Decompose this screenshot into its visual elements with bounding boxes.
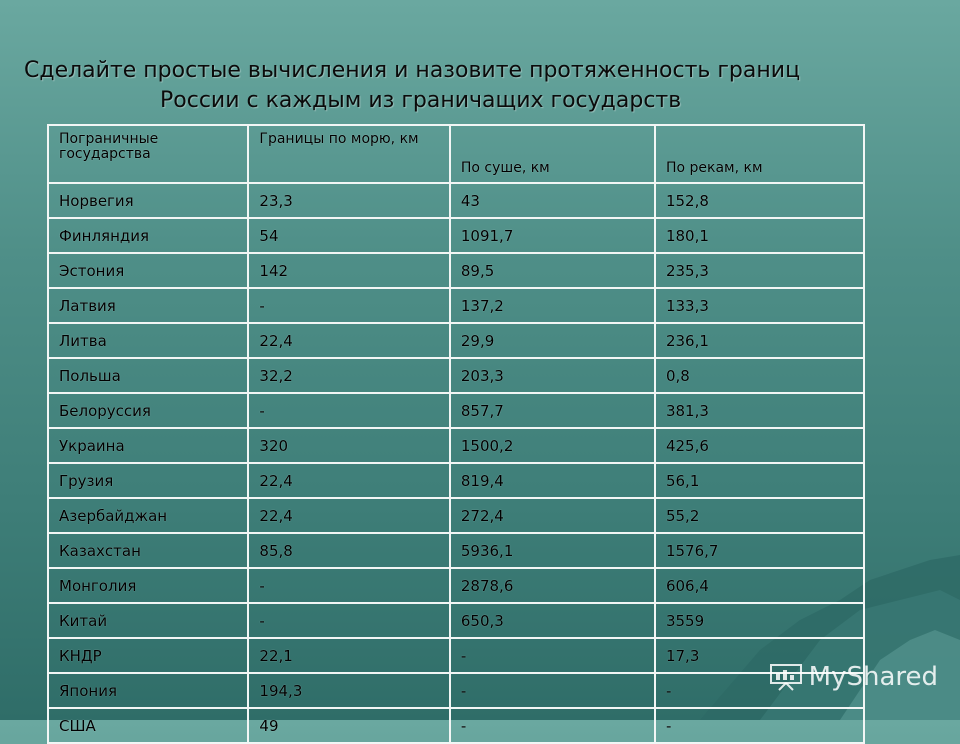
table-row: Эстония 142 89,5 235,3	[46, 252, 866, 289]
country-cell: Эстония	[46, 252, 250, 289]
land-cell: -	[448, 637, 656, 674]
sea-cell: 22,4	[247, 462, 451, 499]
watermark: MyShared	[769, 662, 938, 692]
rivers-cell: 235,3	[653, 252, 866, 289]
sea-cell: 22,4	[247, 497, 451, 534]
table-row: Украина 320 1500,2 425,6	[46, 427, 866, 464]
sea-cell: 194,3	[247, 672, 451, 709]
country-cell: Япония	[46, 672, 250, 709]
sea-cell: 142	[247, 252, 451, 289]
sea-cell: 49	[247, 707, 451, 744]
country-cell: Монголия	[46, 567, 250, 604]
land-cell: 650,3	[448, 602, 656, 639]
table-header-row: Пограничные государства Границы по морю,…	[46, 124, 866, 184]
rivers-cell: 3559	[653, 602, 866, 639]
rivers-cell: 152,8	[653, 182, 866, 219]
land-cell: 819,4	[448, 462, 656, 499]
presentation-icon	[769, 664, 802, 691]
table-body: Норвегия 23,3 43 152,8 Финляндия 54 1091,7 180,…	[46, 182, 866, 744]
land-cell: 203,3	[448, 357, 656, 394]
country-cell: США	[46, 707, 250, 744]
table-row: Грузия 22,4 819,4 56,1	[46, 462, 866, 499]
rivers-cell: 1576,7	[653, 532, 866, 569]
country-cell: КНДР	[46, 637, 250, 674]
country-cell: Казахстан	[46, 532, 250, 569]
sea-cell: 22,4	[247, 322, 451, 359]
rivers-cell: 133,3	[653, 287, 866, 324]
table-row: Китай -650,3 3559	[46, 602, 866, 639]
sea-cell: 22,1	[247, 637, 451, 674]
country-cell: Украина	[46, 427, 250, 464]
borders-table: Пограничные государства Границы по морю,…	[46, 124, 866, 744]
rivers-cell: 236,1	[653, 322, 866, 359]
country-cell: Финляндия	[46, 217, 250, 254]
table-row: Монголия -2878,6 606,4	[46, 567, 866, 604]
rivers-cell: -	[653, 707, 866, 744]
land-cell: 89,5	[448, 252, 656, 289]
table-row: КНДР 22,1-17,3	[46, 637, 866, 674]
country-cell: Грузия	[46, 462, 250, 499]
sea-cell: -	[247, 287, 451, 324]
rivers-cell: 381,3	[653, 392, 866, 429]
land-cell: 137,2	[448, 287, 656, 324]
land-cell: 29,9	[448, 322, 656, 359]
sea-cell: -	[247, 392, 451, 429]
country-cell: Китай	[46, 602, 250, 639]
country-cell: Азербайджан	[46, 497, 250, 534]
header-rivers: По рекам, км	[653, 124, 866, 184]
table-row: Норвегия 23,3 43 152,8	[46, 182, 866, 219]
rivers-cell: 425,6	[653, 427, 866, 464]
rivers-cell: 606,4	[653, 567, 866, 604]
rivers-cell: 180,1	[653, 217, 866, 254]
header-sea: Границы по морю, км	[247, 124, 451, 184]
sea-cell: 320	[247, 427, 451, 464]
country-cell: Латвия	[46, 287, 250, 324]
country-cell: Литва	[46, 322, 250, 359]
land-cell: 272,4	[448, 497, 656, 534]
rivers-cell: -	[653, 672, 866, 709]
table-row: Латвия -137,2 133,3	[46, 287, 866, 324]
header-country: Пограничные государства	[46, 124, 250, 184]
table-row: Финляндия 54 1091,7 180,1	[46, 217, 866, 254]
country-cell: Норвегия	[46, 182, 250, 219]
table-row: Литва 22,4 29,9 236,1	[46, 322, 866, 359]
table-row: Белоруссия -857,7 381,3	[46, 392, 866, 429]
land-cell: 1091,7	[448, 217, 656, 254]
land-cell: 2878,6	[448, 567, 656, 604]
country-cell: Польша	[46, 357, 250, 394]
rivers-cell: 55,2	[653, 497, 866, 534]
country-cell: Белоруссия	[46, 392, 250, 429]
sea-cell: -	[247, 602, 451, 639]
sea-cell: 23,3	[247, 182, 451, 219]
watermark-text: MyShared	[808, 662, 938, 692]
table-row: Япония 194,3- -	[46, 672, 866, 709]
header-land: По суше, км	[448, 124, 656, 184]
rivers-cell: 56,1	[653, 462, 866, 499]
table-row: США 49- -	[46, 707, 866, 744]
land-cell: 857,7	[448, 392, 656, 429]
table-row: Польша 32,2 203,3 0,8	[46, 357, 866, 394]
sea-cell: 32,2	[247, 357, 451, 394]
land-cell: -	[448, 672, 656, 709]
slide: Сделайте простые вычисления и назовите п…	[20, 56, 960, 744]
land-cell: 5936,1	[448, 532, 656, 569]
land-cell: 43	[448, 182, 656, 219]
rivers-cell: 17,3	[653, 637, 866, 674]
sea-cell: 54	[247, 217, 451, 254]
sea-cell: -	[247, 567, 451, 604]
rivers-cell: 0,8	[653, 357, 866, 394]
table-row: Казахстан 85,8 5936,1 1576,7	[46, 532, 866, 569]
title-line-1: Сделайте простые вычисления и назовите п…	[24, 58, 801, 83]
slide-title: Сделайте простые вычисления и назовите п…	[20, 56, 920, 116]
land-cell: -	[448, 707, 656, 744]
land-cell: 1500,2	[448, 427, 656, 464]
title-line-2: России с каждым из граничащих государств	[160, 88, 682, 113]
table-row: Азербайджан 22,4 272,4 55,2	[46, 497, 866, 534]
sea-cell: 85,8	[247, 532, 451, 569]
